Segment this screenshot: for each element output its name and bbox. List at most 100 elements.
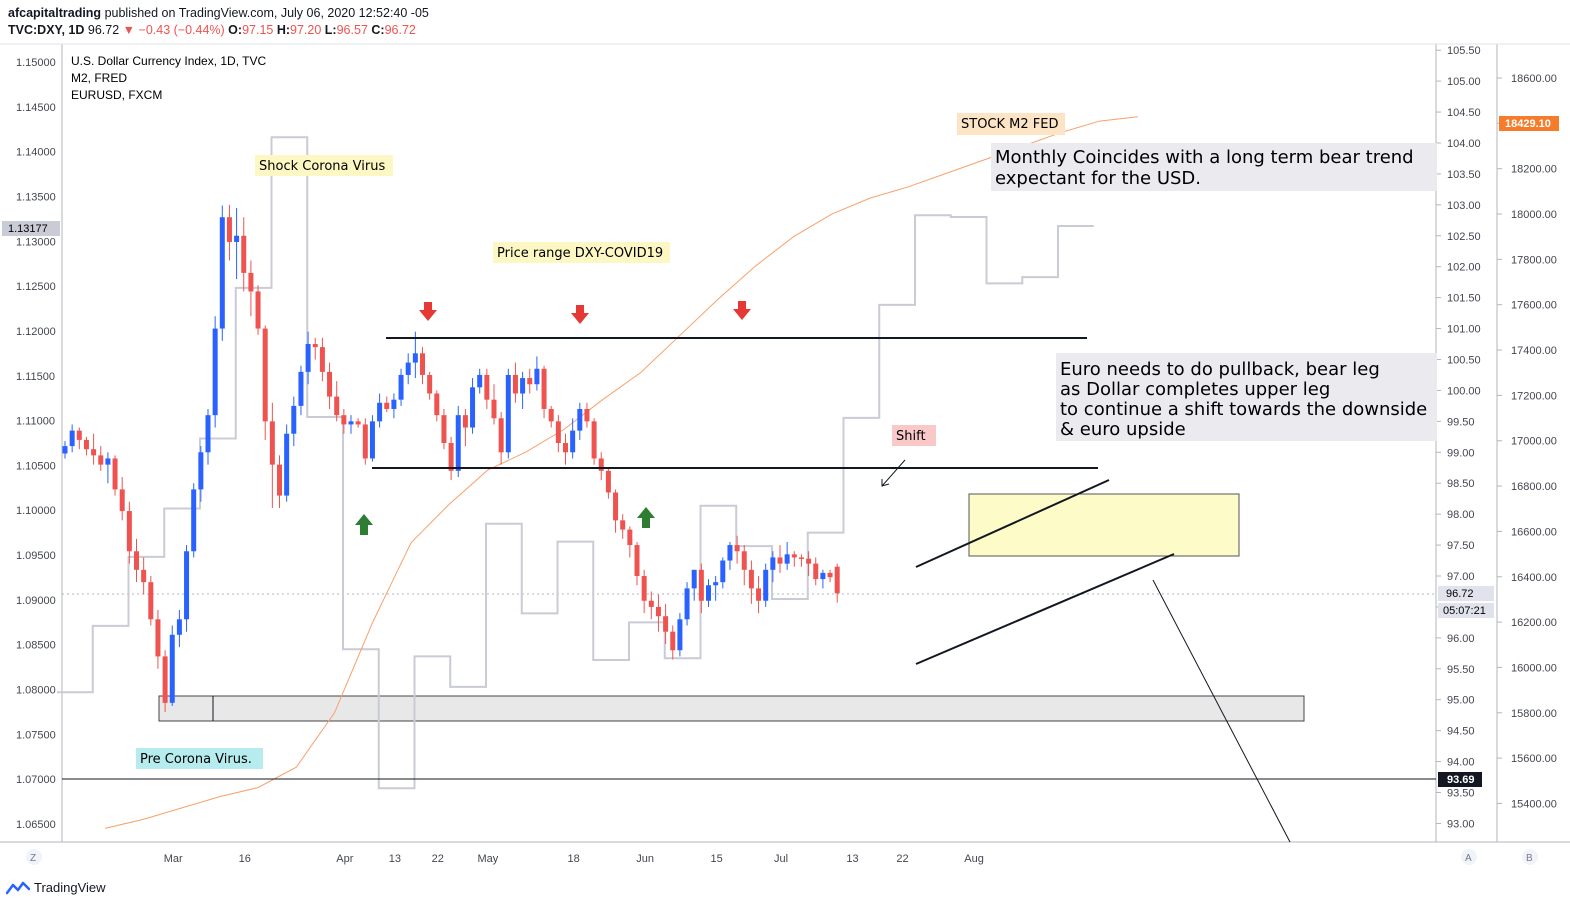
red-down-arrow-icon[interactable] [571,305,589,324]
dxy-candle [119,477,125,521]
dxy-candle [484,368,490,409]
m2-axis[interactable]: 18600.0018400.0018200.0018000.0017800.00… [1497,73,1557,810]
dxy-candle [241,217,247,292]
dxy-tick-label: 96.00 [1447,633,1475,645]
red-down-arrow-icon[interactable] [419,302,437,321]
dxy-candle [176,610,182,648]
dxy-candle [362,418,368,465]
shift-arrow-icon[interactable] [881,459,906,487]
svg-text:1.13177: 1.13177 [8,223,48,235]
eurusd-axis[interactable]: 1.15000 1.14500 1.14000 1.13500 1.13000 1.125… [16,57,56,831]
shock-label[interactable]: Shock Corona Virus [255,155,393,176]
dxy-candle [670,625,676,660]
dxy-candle [677,613,683,657]
eurusd-tick-label: 1.06500 [16,819,56,831]
legend-item[interactable]: M2, FRED [71,71,127,85]
dxy-candle [398,368,404,406]
dxy-tick-label: 102.00 [1447,262,1481,274]
green-up-arrow-icon[interactable] [355,514,373,535]
dxy-tick-label: 94.50 [1447,726,1475,738]
dxy-candle [806,551,812,576]
dxy-tick-label: 100.00 [1447,385,1481,397]
time-tick-label: 18 [568,853,580,865]
target-zone[interactable] [968,493,1240,557]
dxy-tick-label: 93.50 [1447,788,1475,800]
euro-note[interactable]: Euro needs to do pullback, bear leg as D… [1056,353,1437,441]
dxy-candle [563,433,568,465]
symbol-name[interactable]: TVC:DXY, 1D [8,23,85,37]
svg-text:as Dollar completes upper leg: as Dollar completes upper leg [1060,379,1330,400]
dxy-candle [105,452,111,484]
m2-line [104,116,1138,829]
dxy-candle [655,594,661,632]
price-range-label[interactable]: Price range DXY-COVID19 [493,242,670,263]
log-scale-button[interactable]: B [1522,849,1538,865]
svg-text:Euro needs to do pullback, bea: Euro needs to do pullback, bear leg [1060,359,1380,380]
projection-line[interactable] [1152,579,1291,843]
dxy-candle [219,205,225,341]
stock-m2-label[interactable]: STOCK M2 FED [957,113,1065,135]
dxy-candle [512,362,518,403]
channel-lower-line[interactable] [915,553,1175,665]
shift-label[interactable]: Shift [892,425,936,446]
monthly-note[interactable]: Monthly Coincides with a long term bear … [991,143,1437,191]
dxy-candle [491,384,497,425]
dxy-tick-label: 93.00 [1447,818,1475,830]
eurusd-tick-label: 1.15000 [16,57,56,69]
dxy-tick-label: 100.50 [1447,354,1481,366]
dxy-candle [248,260,254,317]
eurusd-tick-label: 1.12500 [16,281,56,293]
time-axis[interactable]: Mar 16 Apr 13 22 May 18 Jun 15 Jul 13 22 Aug [164,853,984,865]
support-zone[interactable] [158,695,1305,722]
dxy-axis[interactable]: 105.50 105.00 104.50 104.00 103.50 103.00 102.… [1436,45,1481,830]
dxy-candle [155,610,161,669]
author-name[interactable]: afcapitaltrading [8,6,102,20]
dxy-candle [162,650,168,713]
dxy-candle [613,489,619,533]
pre-corona-label[interactable]: Pre Corona Virus. [136,748,263,769]
green-up-arrow-icon[interactable] [637,507,655,528]
dxy-candle [791,551,797,567]
dxy-candle [212,316,218,428]
dxy-candle [462,408,468,447]
legend-item[interactable]: U.S. Dollar Currency Index, 1D, TVC [71,54,267,68]
dxy-candle [312,337,318,360]
publish-line: afcapitaltrading published on TradingVie… [8,5,429,22]
eurusd-tick-label: 1.10500 [16,460,56,472]
high-value: 97.20 [290,23,322,37]
dxy-tick-label: 95.00 [1447,695,1475,707]
m2-tick-label: 18000.00 [1511,209,1557,221]
dxy-candle [184,545,190,632]
high-label: H: [276,23,291,37]
dxy-candle [134,538,139,583]
eurusd-tick-label: 1.08000 [16,685,56,697]
time-tick-label: 15 [711,853,723,865]
red-down-arrow-icon[interactable] [733,301,751,320]
dxy-candle [598,452,604,481]
dxy-candle [319,337,325,382]
dxy-candle [555,415,561,453]
m2-tick-label: 16600.00 [1511,526,1557,538]
dxy-candle [470,378,476,434]
channel-upper-line[interactable] [915,479,1110,568]
dxy-candle [62,441,68,459]
auto-scale-button[interactable]: A [1461,849,1477,865]
dxy-candle [770,551,776,583]
dxy-candle [591,418,597,465]
dxy-candle [505,368,511,459]
svg-text:B: B [1526,853,1533,864]
svg-text:Price range DXY-COVID19: Price range DXY-COVID19 [497,246,663,261]
open-value: 97.15 [242,23,274,37]
legend-item[interactable]: EURUSD, FXCM [71,88,162,102]
dxy-candle [455,405,461,478]
series-legend: U.S. Dollar Currency Index, 1D, TVC M2, … [71,54,267,102]
dxy-tick-label: 101.50 [1447,293,1481,305]
svg-text:to continue a shift towards th: to continue a shift towards the downside [1060,399,1427,420]
dxy-candle [141,557,147,595]
time-tick-label: Apr [336,853,353,865]
left-scale-button[interactable]: Z [26,849,42,865]
svg-text:& euro upside: & euro upside [1060,419,1186,440]
dxy-candle [648,591,654,620]
tradingview-logo[interactable]: TradingView [6,880,106,895]
